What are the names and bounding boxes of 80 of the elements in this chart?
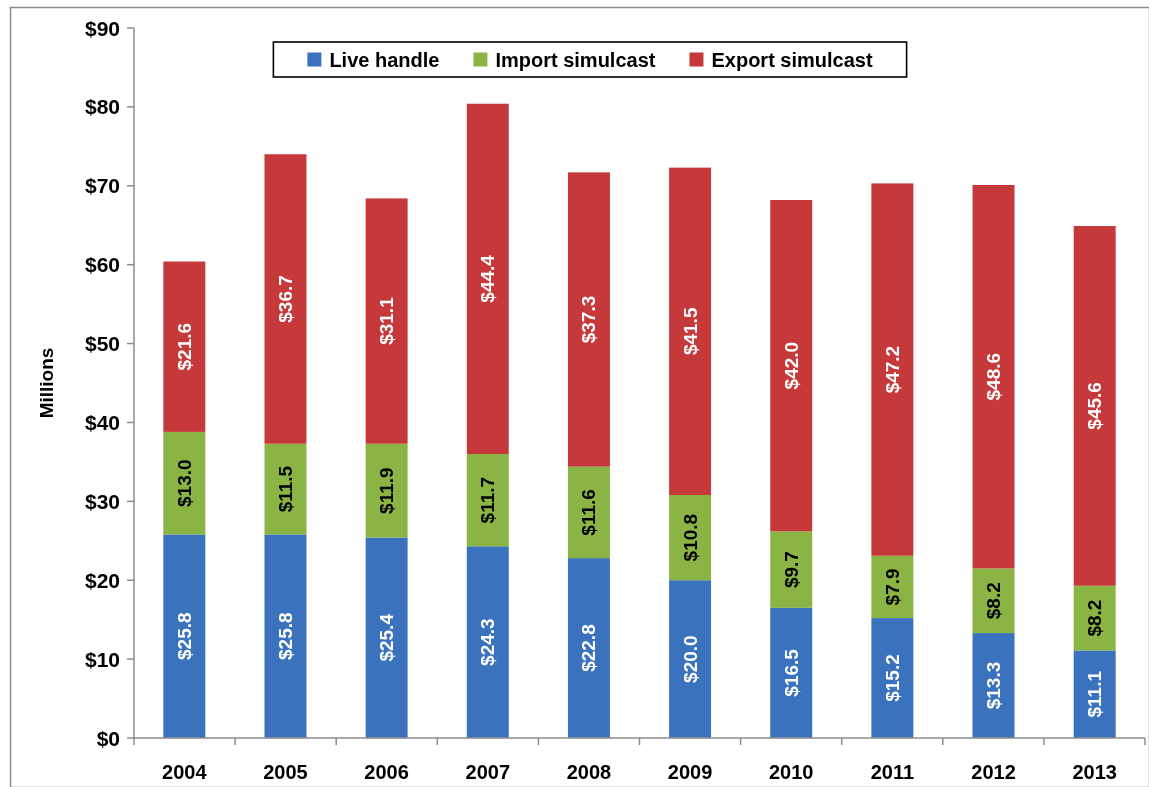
data-label: $41.5: [679, 307, 701, 356]
data-label: $16.5: [780, 648, 802, 697]
x-tick-label: 2007: [465, 761, 511, 783]
y-tick-label: $20: [84, 568, 120, 592]
x-tick-label: 2006: [364, 761, 409, 783]
legend-label: Export simulcast: [711, 48, 873, 71]
data-label: $8.2: [1084, 599, 1106, 637]
legend-label: Import simulcast: [495, 48, 656, 71]
bar: [365, 198, 408, 444]
data-label: $48.6: [983, 352, 1005, 401]
bar: [163, 431, 206, 535]
bar: [163, 261, 206, 432]
bar: [1073, 226, 1116, 586]
bar: [871, 618, 914, 738]
y-tick-label: $40: [84, 410, 120, 434]
bar: [466, 454, 509, 547]
data-label: $21.6: [173, 322, 195, 371]
data-label: $45.6: [1084, 382, 1106, 430]
bar: [567, 172, 610, 467]
bar: [466, 546, 509, 738]
data-label: $11.5: [274, 465, 296, 513]
data-label: $11.6: [578, 489, 600, 536]
data-label: $15.2: [881, 654, 903, 702]
y-tick-label: $50: [84, 332, 120, 356]
data-label: $36.7: [274, 275, 296, 323]
bar: [669, 580, 712, 738]
y-tick-label: $70: [84, 174, 120, 198]
bar: [972, 184, 1015, 569]
x-tick-label: 2011: [870, 761, 915, 783]
data-label: $47.2: [881, 345, 903, 394]
bar: [567, 466, 610, 559]
data-label: $22.8: [578, 624, 600, 672]
data-label: $44.4: [477, 254, 499, 303]
data-label: $9.7: [780, 551, 802, 589]
bar: [163, 534, 206, 738]
data-label: $25.4: [376, 613, 398, 662]
data-label: $11.9: [376, 467, 398, 514]
bar: [1073, 650, 1116, 738]
data-label: $25.8: [274, 612, 296, 661]
y-tick-label: $30: [84, 489, 120, 513]
bar: [770, 531, 813, 608]
data-label: $37.3: [578, 295, 600, 344]
data-label: $42.0: [780, 341, 802, 390]
data-label: $13.3: [983, 661, 1005, 710]
data-label: $11.1: [1084, 670, 1106, 718]
data-label: $13.0: [173, 459, 195, 507]
data-label: $10.8: [679, 513, 701, 562]
data-label: $25.8: [173, 612, 195, 661]
data-label: $31.1: [376, 296, 398, 345]
bar: [871, 183, 914, 556]
data-label: $11.7: [477, 476, 499, 524]
y-tick-label: $80: [84, 95, 120, 119]
bar: [365, 537, 408, 738]
x-tick-label: 2008: [566, 761, 612, 783]
bar: [567, 558, 610, 738]
data-label: $8.2: [983, 582, 1005, 620]
x-tick-label: 2010: [768, 761, 814, 783]
bar: [264, 534, 307, 738]
y-tick-label: $0: [96, 726, 120, 750]
data-label: $20.0: [679, 635, 701, 683]
data-label: $7.9: [881, 568, 903, 606]
y-tick-label: $60: [84, 253, 120, 277]
bar: [669, 167, 712, 496]
legend-label: Live handle: [329, 48, 440, 71]
bar: [466, 103, 509, 454]
y-axis-title: Millions: [35, 347, 57, 419]
bar: [264, 154, 307, 444]
bar: [770, 199, 813, 532]
x-tick-label: 2013: [1072, 761, 1117, 783]
y-tick-label: $90: [84, 16, 120, 40]
bar: [365, 443, 408, 538]
bar: [972, 633, 1015, 738]
x-tick-label: 2009: [667, 761, 713, 783]
data-label: $24.3: [477, 618, 499, 666]
bar: [770, 607, 813, 738]
x-tick-label: 2005: [263, 761, 308, 783]
x-tick-label: 2012: [971, 761, 1016, 783]
bar: [264, 443, 307, 535]
y-tick-label: $10: [84, 647, 120, 671]
x-tick-label: 2004: [162, 761, 208, 783]
